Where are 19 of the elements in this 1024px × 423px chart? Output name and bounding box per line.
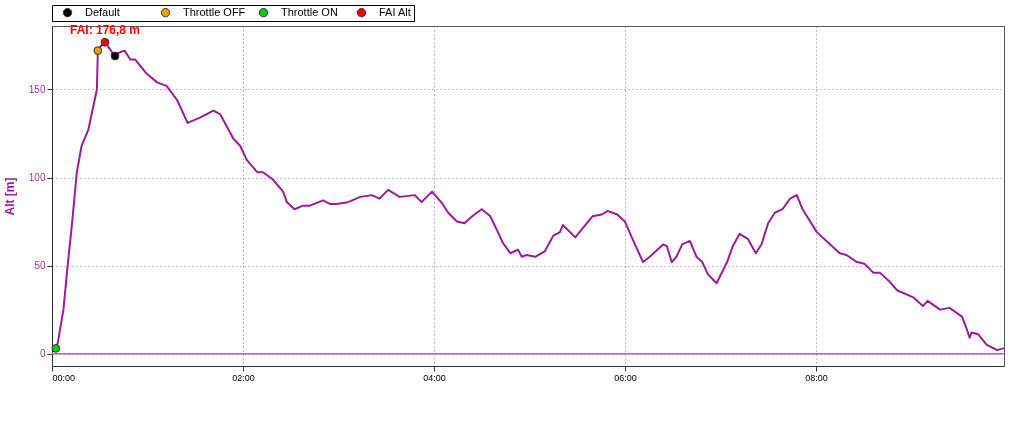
legend-label: Default <box>85 5 120 18</box>
point <box>51 344 61 353</box>
legend-label: Throttle ON <box>281 5 338 18</box>
point <box>110 51 120 61</box>
y-tick-label: 100 <box>28 172 46 183</box>
x-tick-label: 06:00 <box>614 372 637 383</box>
point <box>93 46 103 56</box>
y-tick-label: 50 <box>34 260 46 272</box>
x-tick-label: 02:00 <box>232 372 255 383</box>
legend-label: Throttle OFF <box>183 5 246 18</box>
y-axis-title: Alt [m] <box>2 177 17 216</box>
x-tick-label: 04:00 <box>423 372 446 383</box>
point <box>100 37 110 47</box>
y-tick-label: 150 <box>28 83 46 95</box>
legend-label: FAI Alt <box>379 5 411 18</box>
annotation: FAI: 176,8 m <box>69 23 141 38</box>
x-tick-label: 00:00 <box>52 372 76 383</box>
y-tick-label: 0 <box>39 348 46 360</box>
x-tick-label: 08:00 <box>805 372 828 383</box>
